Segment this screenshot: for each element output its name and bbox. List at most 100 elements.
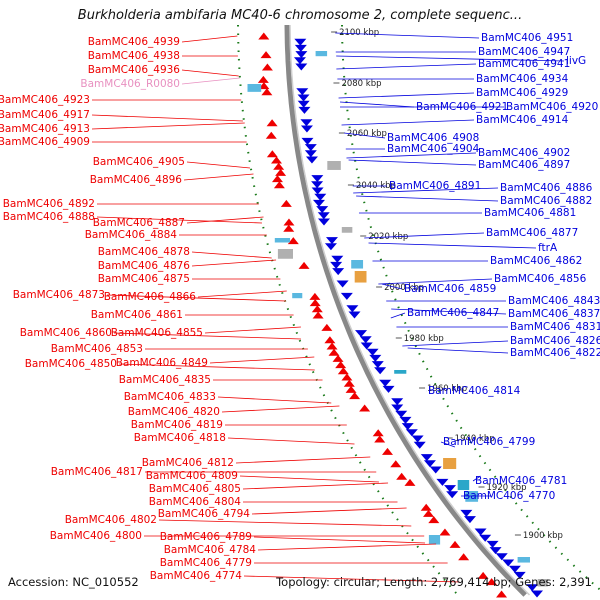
leader-line — [204, 326, 301, 334]
reverse-gene-arrow — [340, 292, 353, 300]
forward-gene-arrow — [283, 224, 295, 232]
gene-label-left: BamMC406_R0080 — [80, 78, 180, 90]
reverse-gene-arrow — [399, 416, 412, 424]
feature-block — [351, 260, 364, 269]
kbp-tick-label: 2000 kbp — [384, 283, 424, 293]
forward-gene-arrow — [258, 32, 270, 40]
reverse-gene-arrow — [359, 336, 372, 344]
gene-label-left: BamMC406_4818 — [134, 432, 226, 444]
feature-block — [517, 557, 530, 563]
forward-gene-arrow — [381, 447, 393, 455]
reverse-gene-arrow — [405, 429, 418, 437]
reverse-gene-arrow — [296, 88, 309, 96]
reverse-gene-arrow — [371, 361, 384, 369]
gene-label-right: BamMC406_4781 — [475, 475, 567, 487]
forward-gene-arrow — [280, 199, 292, 207]
leader-line — [186, 216, 264, 224]
reverse-gene-arrow — [304, 150, 317, 158]
leader-line — [217, 396, 332, 404]
gene-label-left: BamMC406_4875 — [98, 273, 190, 285]
gene-label-left: BamMC406_4809 — [146, 470, 238, 482]
forward-gene-arrow — [326, 342, 338, 350]
gene-label-left: BamMC406_4917 — [0, 109, 90, 121]
reverse-gene-arrow — [420, 454, 433, 462]
leader-line — [209, 356, 315, 364]
leader-line — [341, 119, 475, 126]
forward-gene-arrow — [428, 516, 440, 524]
reverse-gene-arrow — [489, 547, 502, 555]
leader-line — [336, 63, 477, 70]
leader-line — [253, 536, 426, 544]
forward-gene-arrow — [404, 478, 416, 486]
gene-label-left: BamMC406_4905 — [93, 156, 185, 168]
leader-line — [257, 543, 437, 551]
gene-label-left: BamMC406_4887 — [93, 217, 185, 229]
reverse-gene-arrow — [446, 491, 459, 499]
gene-label-right: BamMC406_4941 — [478, 58, 570, 70]
forward-gene-arrow — [374, 435, 386, 443]
leader-line — [197, 290, 287, 298]
reverse-gene-arrow — [526, 584, 539, 592]
forward-gene-arrow — [257, 75, 269, 83]
forward-gene-arrow — [273, 181, 285, 189]
feature-block — [315, 51, 328, 57]
gene-label-left: BamMC406_4805 — [149, 483, 241, 495]
feature-block — [327, 161, 341, 170]
leader-line — [235, 456, 371, 464]
forward-gene-arrow — [477, 571, 489, 579]
reverse-gene-arrow — [391, 404, 404, 412]
reverse-gene-arrow — [332, 268, 345, 276]
reverse-gene-arrow — [311, 187, 324, 195]
forward-gene-arrow — [486, 578, 498, 586]
gene-label-left: BamMC406_4884 — [85, 229, 178, 241]
reverse-gene-arrow — [331, 255, 344, 263]
gene-label-left: BamMC406_4939 — [88, 36, 180, 48]
gene-label-right: BamMC406_4826 — [510, 335, 600, 347]
forward-gene-arrow — [372, 429, 384, 437]
feature-block — [443, 458, 457, 470]
gene-label-right: BamMC406_4902 — [478, 147, 570, 159]
reverse-gene-arrow — [316, 206, 329, 214]
leader-line — [390, 312, 406, 319]
reverse-gene-arrow — [513, 571, 526, 579]
gene-label-right: BamMC406_4882 — [500, 195, 592, 207]
gene-label-left: BamMC406_4855 — [111, 327, 203, 339]
gene-label-right: BamMC406_4951 — [481, 32, 573, 44]
reverse-gene-arrow — [298, 106, 311, 114]
reverse-gene-arrow — [382, 385, 395, 393]
leader-line — [348, 159, 477, 166]
gene-label-left: BamMC406_4860 — [20, 327, 112, 339]
forward-gene-arrow — [423, 509, 435, 517]
forward-gene-arrow — [287, 237, 299, 245]
reverse-gene-arrow — [531, 590, 544, 598]
forward-gene-arrow — [396, 472, 408, 480]
reverse-gene-arrow — [374, 367, 387, 375]
reverse-gene-arrow — [336, 280, 349, 288]
gene-label-left: BamMC406_4909 — [0, 136, 90, 148]
feature-block — [428, 535, 441, 545]
leader-line — [239, 475, 379, 483]
leader-line — [356, 195, 499, 202]
leader-line — [391, 308, 507, 315]
gene-label-left: BamMC406_4896 — [90, 174, 183, 186]
leader-line — [378, 278, 493, 285]
gene-label-right: BamMC406_4859 — [404, 283, 496, 295]
leader-line — [186, 161, 251, 169]
gene-label-right: BamMC406_4920 — [506, 101, 598, 113]
forward-gene-arrow — [265, 131, 277, 139]
gene-label-left: BamMC406_4817 — [51, 466, 143, 478]
forward-gene-arrow — [309, 292, 321, 300]
forward-gene-arrow — [266, 119, 278, 127]
gene-label-left: BamMC406_4774 — [150, 570, 243, 582]
reverse-gene-arrow — [429, 466, 442, 474]
kbp-tick-label: 1980 kbp — [404, 334, 444, 344]
reverse-gene-arrow — [508, 565, 521, 573]
reverse-gene-arrow — [355, 330, 368, 338]
leader-line — [472, 475, 481, 482]
feature-block — [394, 370, 407, 374]
reverse-gene-arrow — [297, 100, 310, 108]
kbp-tick-label: 1900 kbp — [523, 531, 563, 541]
forward-gene-arrow — [449, 540, 461, 548]
